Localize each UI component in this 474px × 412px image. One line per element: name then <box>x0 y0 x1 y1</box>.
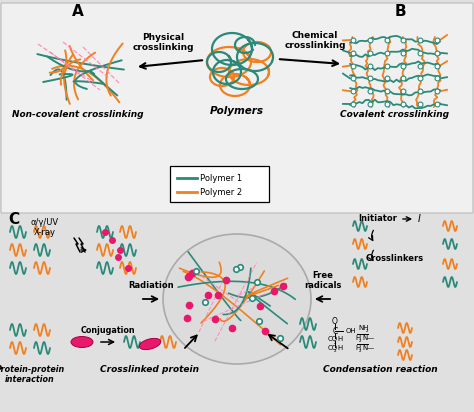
Text: A: A <box>72 4 84 19</box>
Text: Radiation: Radiation <box>128 281 174 290</box>
Text: CO: CO <box>328 345 338 351</box>
Text: Initiator: Initiator <box>358 214 397 223</box>
Text: Crosslinked protein: Crosslinked protein <box>100 365 200 374</box>
Text: H: H <box>337 336 342 342</box>
Ellipse shape <box>71 337 93 347</box>
Text: N—: N— <box>362 335 374 341</box>
Text: C: C <box>8 212 19 227</box>
Text: CO: CO <box>328 336 338 342</box>
Text: Protein-protein
interaction: Protein-protein interaction <box>0 365 64 384</box>
Text: H: H <box>355 335 360 341</box>
Text: ₂: ₂ <box>366 328 368 333</box>
Text: Conjugation: Conjugation <box>81 326 135 335</box>
Text: Polymer 2: Polymer 2 <box>200 187 242 197</box>
Text: Covalent crosslinking: Covalent crosslinking <box>340 110 449 119</box>
Text: Physical
crosslinking: Physical crosslinking <box>132 33 194 52</box>
Text: Condensation reaction: Condensation reaction <box>323 365 438 374</box>
Ellipse shape <box>139 338 161 350</box>
Text: OH: OH <box>346 328 356 334</box>
Text: N—: N— <box>362 345 374 351</box>
Text: C: C <box>332 326 337 335</box>
Text: ₂: ₂ <box>359 339 362 344</box>
Text: Free
radicals: Free radicals <box>304 271 342 290</box>
Text: Polymer 1: Polymer 1 <box>200 173 242 183</box>
Text: H: H <box>337 345 342 351</box>
Text: O: O <box>332 318 338 326</box>
Text: ₂: ₂ <box>359 349 362 353</box>
Text: NH: NH <box>358 325 368 331</box>
Text: B: B <box>394 4 406 19</box>
FancyBboxPatch shape <box>170 166 269 202</box>
Text: I: I <box>418 214 421 224</box>
Ellipse shape <box>163 234 311 364</box>
Text: Chemical
crosslinking: Chemical crosslinking <box>284 30 346 50</box>
Text: α/γ/UV
X-ray: α/γ/UV X-ray <box>31 218 59 237</box>
FancyBboxPatch shape <box>1 3 473 213</box>
Text: ₂: ₂ <box>334 339 337 344</box>
Text: Non-covalent crosslinking: Non-covalent crosslinking <box>12 110 144 119</box>
Text: Crosslinkers: Crosslinkers <box>366 254 424 263</box>
Text: Polymers: Polymers <box>210 106 264 116</box>
Text: H: H <box>355 345 360 351</box>
Text: ₂: ₂ <box>334 349 337 353</box>
